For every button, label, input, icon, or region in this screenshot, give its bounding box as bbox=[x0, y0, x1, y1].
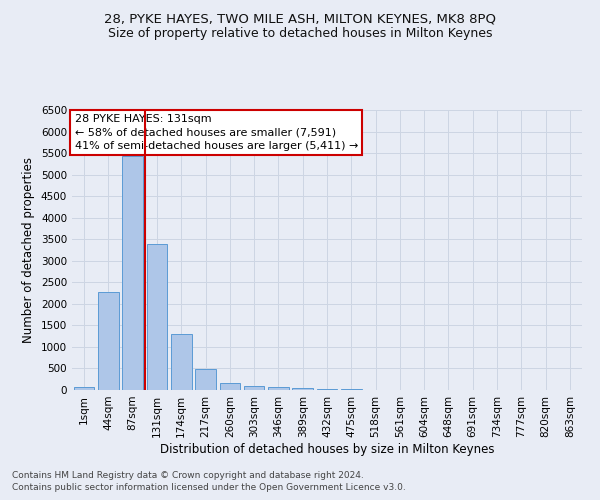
Bar bbox=[268, 388, 289, 390]
Bar bbox=[341, 389, 362, 390]
X-axis label: Distribution of detached houses by size in Milton Keynes: Distribution of detached houses by size … bbox=[160, 442, 494, 456]
Bar bbox=[98, 292, 119, 390]
Bar bbox=[220, 383, 240, 390]
Bar bbox=[171, 334, 191, 390]
Bar bbox=[195, 370, 216, 390]
Bar bbox=[122, 156, 143, 390]
Bar bbox=[244, 386, 265, 390]
Text: Contains public sector information licensed under the Open Government Licence v3: Contains public sector information licen… bbox=[12, 483, 406, 492]
Y-axis label: Number of detached properties: Number of detached properties bbox=[22, 157, 35, 343]
Text: 28, PYKE HAYES, TWO MILE ASH, MILTON KEYNES, MK8 8PQ: 28, PYKE HAYES, TWO MILE ASH, MILTON KEY… bbox=[104, 12, 496, 26]
Bar bbox=[74, 387, 94, 390]
Bar bbox=[292, 388, 313, 390]
Text: Size of property relative to detached houses in Milton Keynes: Size of property relative to detached ho… bbox=[108, 28, 492, 40]
Bar bbox=[317, 388, 337, 390]
Text: 28 PYKE HAYES: 131sqm
← 58% of detached houses are smaller (7,591)
41% of semi-d: 28 PYKE HAYES: 131sqm ← 58% of detached … bbox=[74, 114, 358, 150]
Text: Contains HM Land Registry data © Crown copyright and database right 2024.: Contains HM Land Registry data © Crown c… bbox=[12, 470, 364, 480]
Bar bbox=[146, 244, 167, 390]
